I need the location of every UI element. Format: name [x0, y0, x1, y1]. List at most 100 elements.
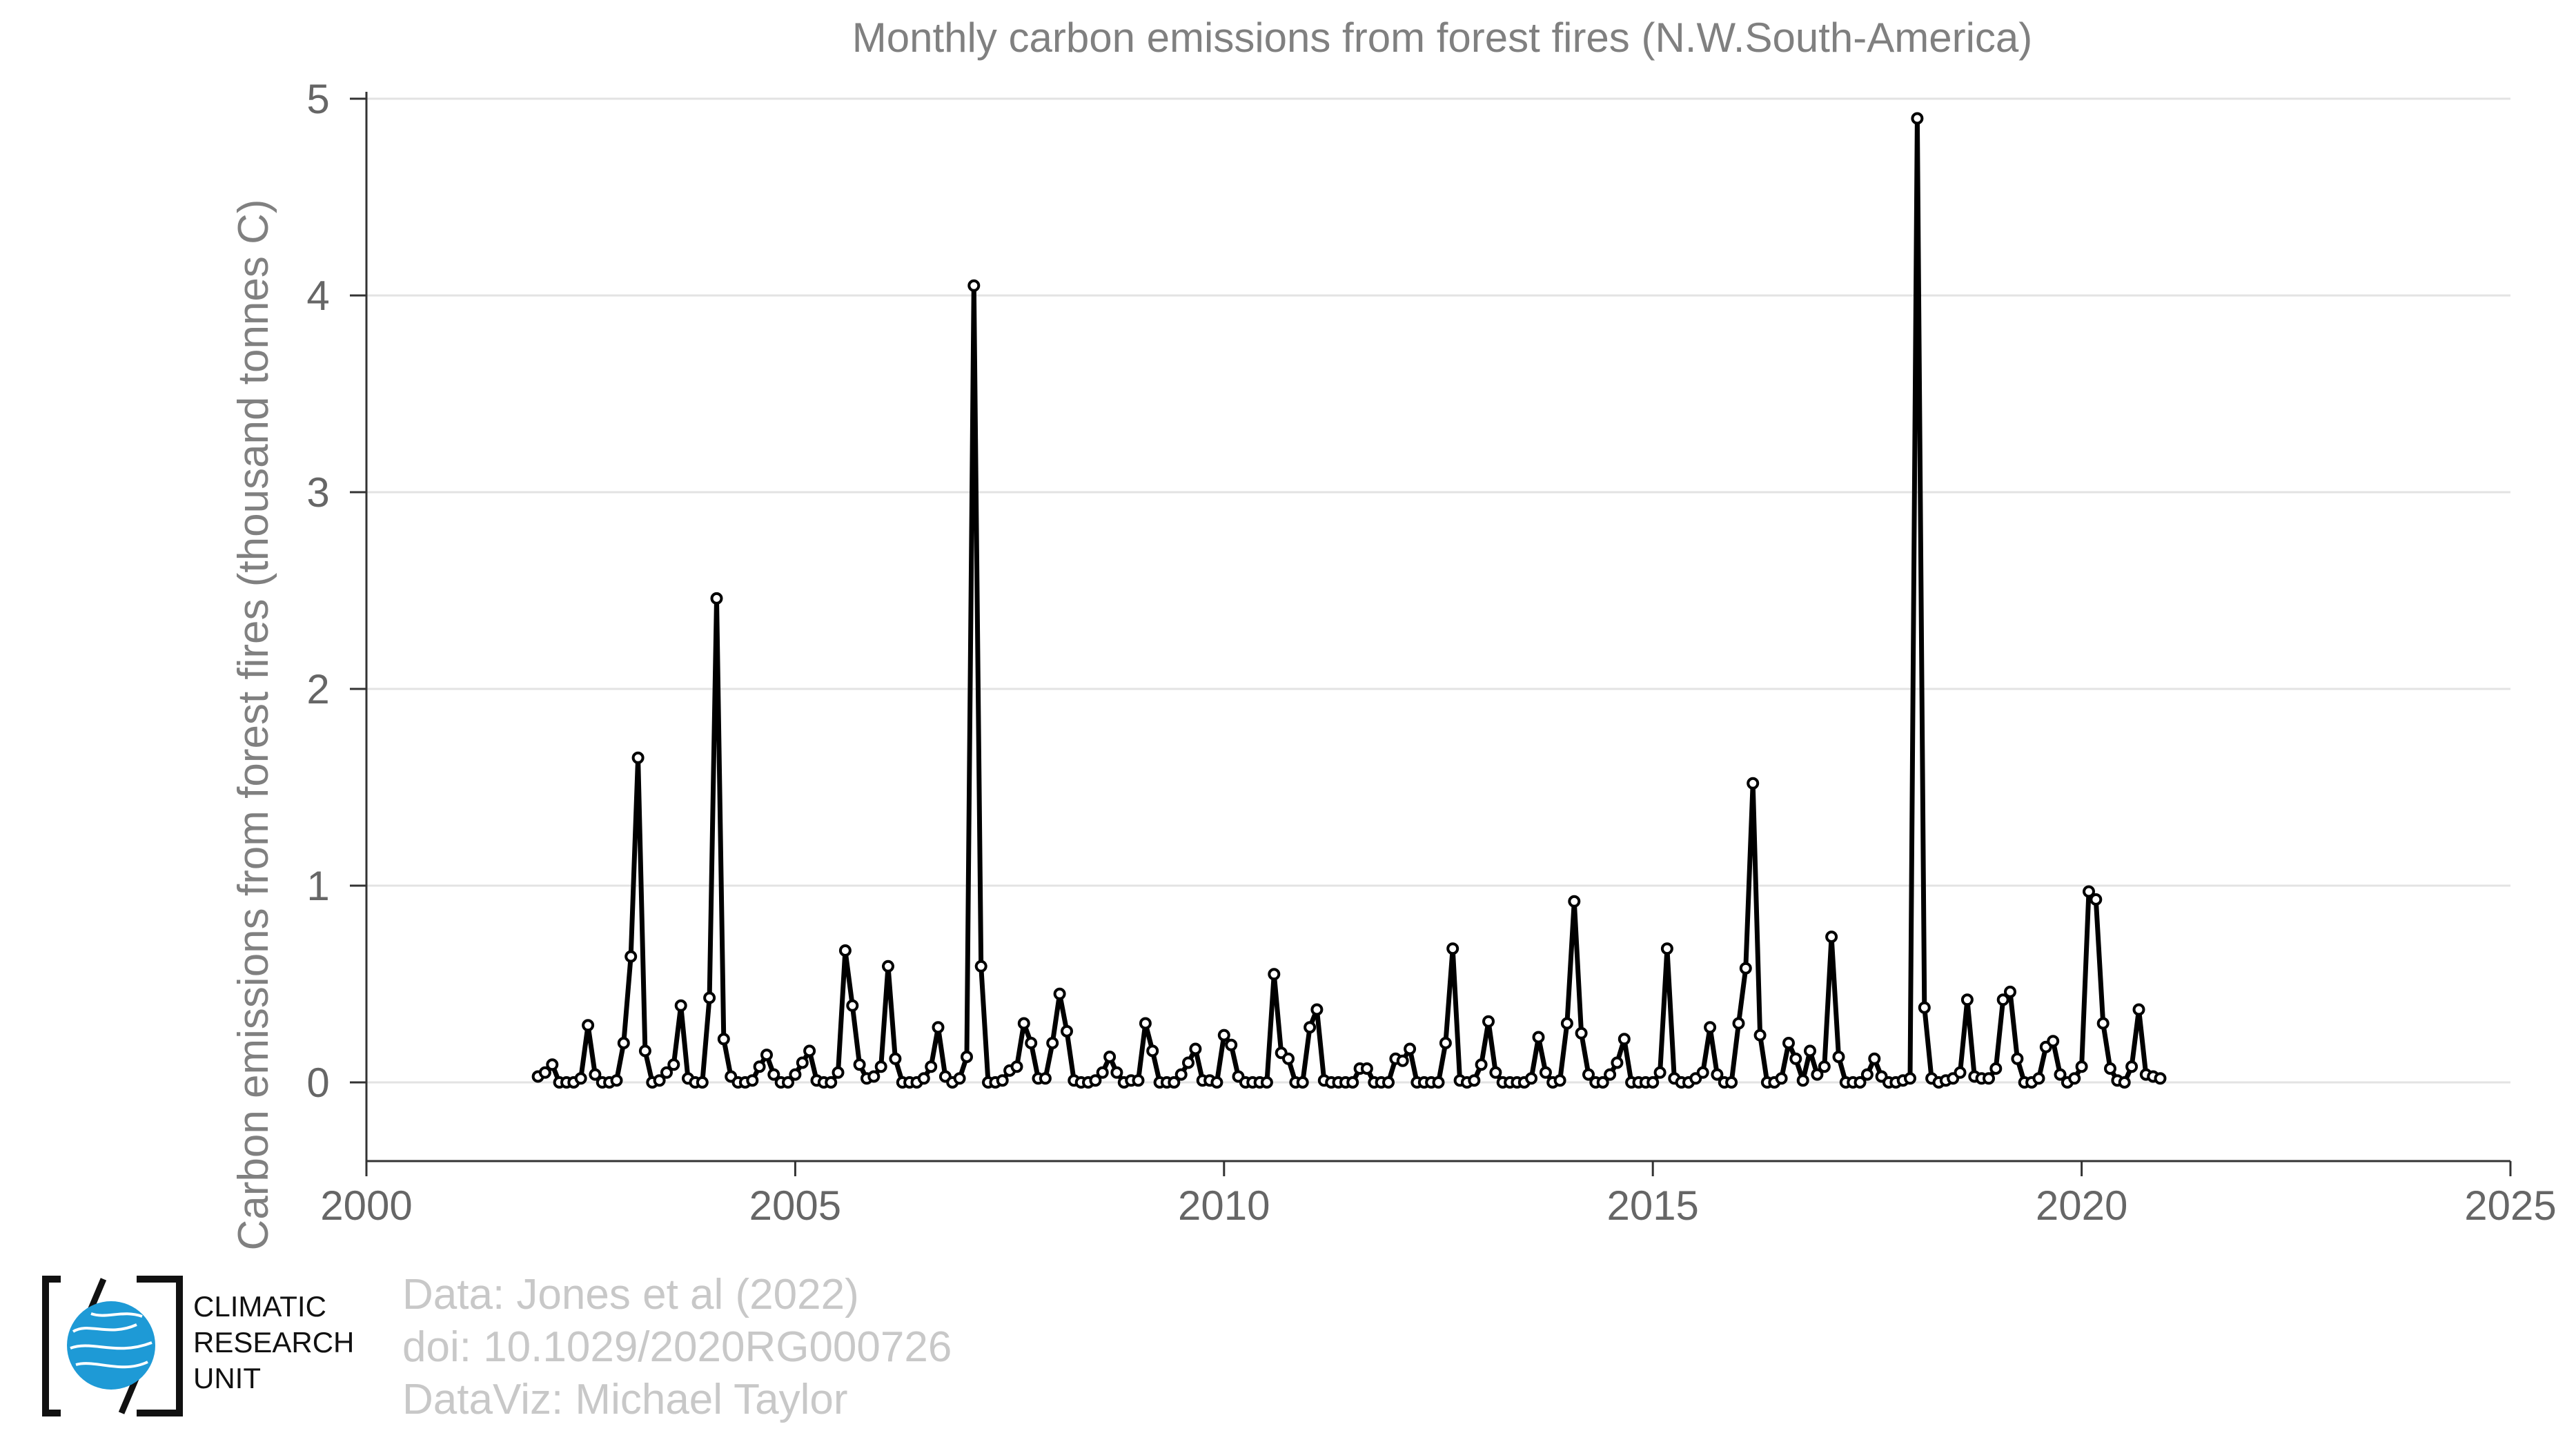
data-point-126: [1432, 1076, 1445, 1089]
data-point-180: [1818, 1060, 1831, 1073]
data-point-20: [674, 999, 687, 1012]
data-point-218: [2090, 893, 2103, 906]
data-point-67: [1010, 1060, 1023, 1073]
data-point-90: [1174, 1068, 1188, 1081]
data-point-174: [1775, 1072, 1788, 1085]
data-point-219: [2096, 1017, 2110, 1030]
x-tick-label-2020: 2020: [2036, 1182, 2127, 1229]
data-point-170: [1747, 777, 1760, 790]
data-point-157: [1653, 1066, 1666, 1079]
data-point-37: [796, 1056, 809, 1069]
credit-dataviz: DataViz: Michael Taylor: [402, 1376, 848, 1423]
data-point-54: [917, 1072, 930, 1085]
data-point-6: [574, 1072, 587, 1085]
data-point-164: [1704, 1021, 1717, 1034]
data-point-222: [2118, 1076, 2131, 1089]
data-point-102: [1260, 1076, 1273, 1089]
credit-data-source: Data: Jones et al (2022): [402, 1271, 859, 1318]
data-point-35: [782, 1076, 794, 1089]
data-point-96: [1217, 1029, 1230, 1042]
data-point-145: [1568, 895, 1581, 908]
data-point-56: [932, 1021, 945, 1034]
cru-logo: CLIMATIC RESEARCH UNIT: [40, 1274, 392, 1419]
data-point-217: [2083, 885, 2095, 898]
series-line-0: [536, 116, 2161, 1085]
y-axis-label: Carbon emissions from forest fires (thou…: [230, 199, 277, 1250]
data-point-105: [1282, 1052, 1295, 1065]
data-point-24: [703, 991, 716, 1004]
y-tick-label-0: 0: [306, 1060, 329, 1106]
data-point-168: [1732, 1017, 1745, 1030]
data-point-59: [953, 1072, 966, 1085]
data-point-182: [1832, 1051, 1845, 1063]
data-point-42: [832, 1066, 845, 1079]
data-point-41: [825, 1076, 838, 1089]
data-point-199: [1954, 1066, 1967, 1079]
data-point-216: [2075, 1060, 2088, 1073]
data-point-192: [1904, 1072, 1916, 1085]
data-point-15: [638, 1044, 651, 1058]
data-point-167: [1725, 1076, 1738, 1089]
data-point-144: [1560, 1017, 1573, 1030]
data-point-84: [1132, 1074, 1145, 1087]
data-point-86: [1146, 1044, 1159, 1058]
data-point-152: [1618, 1033, 1631, 1046]
data-point-33: [767, 1068, 780, 1081]
x-tick-label-2015: 2015: [1606, 1182, 1698, 1229]
data-point-207: [2011, 1052, 2024, 1065]
data-point-206: [2004, 985, 2016, 998]
data-point-163: [1696, 1066, 1709, 1079]
data-point-26: [717, 1033, 730, 1046]
data-point-213: [2054, 1068, 2067, 1081]
data-point-30: [746, 1074, 759, 1087]
data-point-114: [1346, 1076, 1359, 1089]
y-axis: 0 1 2 3 4 5: [306, 76, 368, 1161]
data-point-25: [710, 592, 723, 605]
data-point-38: [803, 1044, 816, 1058]
data-point-49: [882, 960, 894, 973]
data-point-44: [846, 999, 859, 1012]
data-point-194: [1918, 1001, 1931, 1014]
data-point-185: [1854, 1076, 1867, 1089]
data-point-107: [1296, 1076, 1309, 1089]
data-point-109: [1310, 1003, 1324, 1016]
data-point-1: [538, 1066, 551, 1079]
data-point-36: [789, 1068, 802, 1081]
data-point-141: [1539, 1066, 1552, 1079]
data-point-220: [2104, 1062, 2116, 1075]
logo-line-1: CLIMATIC: [193, 1290, 326, 1323]
grid-lines: [366, 97, 2510, 1084]
data-point-50: [889, 1052, 902, 1065]
data-point-121: [1396, 1054, 1409, 1067]
data-point-212: [2047, 1035, 2060, 1048]
y-tick-label-1: 1: [306, 863, 329, 909]
data-point-45: [853, 1058, 866, 1071]
data-point-74: [1061, 1024, 1073, 1038]
data-point-68: [1017, 1017, 1030, 1030]
logo-line-2: RESEARCH: [193, 1326, 355, 1359]
data-point-143: [1553, 1074, 1566, 1087]
data-point-156: [1646, 1076, 1660, 1089]
data-point-227: [2154, 1072, 2167, 1085]
data-point-132: [1475, 1058, 1488, 1071]
x-tick-label-2010: 2010: [1178, 1182, 1270, 1229]
x-tick-label-2000: 2000: [320, 1182, 412, 1229]
data-point-193: [1911, 112, 1924, 125]
data-point-119: [1382, 1076, 1395, 1089]
data-point-169: [1739, 962, 1752, 975]
data-point-128: [1446, 942, 1459, 955]
data-point-139: [1525, 1072, 1538, 1085]
data-point-17: [653, 1074, 666, 1087]
data-point-103: [1268, 968, 1281, 981]
data-point-127: [1439, 1037, 1452, 1049]
data-point-203: [1983, 1072, 1995, 1085]
data-point-47: [867, 1070, 881, 1083]
data-point-204: [1989, 1062, 2003, 1075]
data-point-150: [1604, 1068, 1617, 1081]
data-point-43: [838, 944, 852, 957]
data-point-73: [1053, 987, 1066, 1000]
data-point-134: [1489, 1066, 1502, 1079]
data-point-69: [1025, 1037, 1038, 1049]
data-point-122: [1404, 1042, 1417, 1055]
data-point-108: [1304, 1021, 1317, 1034]
